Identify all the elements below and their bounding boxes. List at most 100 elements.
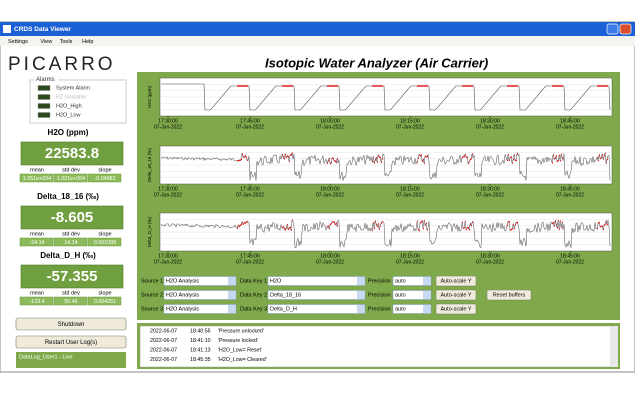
dropdown[interactable] — [267, 290, 366, 300]
dropdown[interactable] — [163, 290, 237, 300]
trace — [161, 83, 611, 111]
app-icon — [3, 25, 11, 33]
button-label: Reset buffers — [493, 292, 526, 298]
alarms-title-bg — [34, 76, 58, 83]
dropdown[interactable] — [267, 304, 366, 314]
event-message: 'H2O_Low= Reset' — [218, 347, 262, 353]
dropdown-arrow[interactable] — [423, 291, 431, 299]
dropdown[interactable] — [392, 276, 432, 286]
x-tick-time: 18:45:00 — [560, 253, 580, 259]
dropdown[interactable] — [163, 304, 237, 314]
event-date: 2022-06-07 — [150, 347, 177, 353]
dropdown-value: H2O Analysis — [166, 306, 199, 312]
x-tick-date: 07-Jun-2022 — [154, 192, 182, 198]
alarms-box — [29, 79, 127, 124]
maximize-button[interactable] — [606, 23, 619, 35]
dropdown[interactable] — [267, 276, 366, 286]
readout-value-box — [20, 205, 124, 230]
x-tick-date: 07-Jun-2022 — [316, 192, 344, 198]
button[interactable] — [486, 289, 532, 301]
x-tick-time: 17:45:00 — [240, 186, 260, 192]
dropdown-arrow[interactable] — [423, 277, 431, 285]
dropdown-value: Delta_18_16 — [270, 292, 301, 298]
x-tick-date: 07-Jun-2022 — [476, 124, 504, 130]
button[interactable] — [15, 317, 127, 331]
menu-item: Help — [82, 39, 93, 45]
x-tick-time: 18:00:00 — [320, 253, 340, 259]
dropdown[interactable] — [163, 276, 237, 286]
y-axis-label: H2O (ppm) — [147, 85, 152, 108]
stat-name: std dev — [62, 231, 80, 237]
button[interactable] — [15, 335, 127, 349]
stat-name: slope — [98, 290, 111, 296]
readout-label: Delta_D_H (‰) — [40, 251, 96, 260]
dropdown-value: H2O Analysis — [166, 292, 199, 298]
x-tick-time: 18:45:00 — [560, 118, 580, 124]
stat-box — [19, 173, 54, 183]
dropdown[interactable] — [392, 304, 432, 314]
button[interactable] — [435, 275, 477, 287]
dropdown-value: auto — [395, 306, 406, 312]
button-label: Shutdown — [58, 322, 85, 328]
trace-highlight — [237, 152, 608, 165]
control-label: Data Key 1 — [240, 278, 267, 284]
event-message: 'Pressure locked' — [218, 338, 258, 344]
trace — [160, 152, 611, 181]
alarm-led — [37, 85, 51, 91]
event-time: 18:41:10 — [190, 338, 211, 344]
stat-name: std dev — [62, 290, 80, 296]
x-tick-time: 18:30:00 — [480, 118, 500, 124]
button-label: Restart User Log(s) — [45, 340, 97, 346]
alarm-label: H2O_Low — [56, 112, 80, 118]
dropdown-value: H2O — [270, 278, 282, 284]
x-tick-time: 18:45:00 — [560, 186, 580, 192]
event-time: 18:41:13 — [190, 347, 211, 353]
log-status: DataLog_User1 - Live — [19, 354, 73, 360]
dropdown-arrow[interactable] — [357, 291, 365, 299]
stat-box — [53, 296, 88, 306]
close-button[interactable] — [619, 23, 632, 35]
x-tick-date: 07-Jun-2022 — [236, 259, 264, 265]
stat-name: mean — [30, 231, 44, 237]
dropdown-arrow[interactable] — [228, 291, 236, 299]
dropdown[interactable] — [392, 290, 432, 300]
x-tick-time: 18:15:00 — [400, 118, 420, 124]
x-tick-time: 18:30:00 — [480, 253, 500, 259]
event-date: 2022-06-07 — [150, 328, 177, 334]
event-date: 2022-06-07 — [150, 357, 177, 363]
dropdown-arrow[interactable] — [357, 277, 365, 285]
stat-name: slope — [98, 231, 111, 237]
stat-value: -123.4 — [29, 299, 44, 305]
x-tick-date: 07-Jun-2022 — [476, 259, 504, 265]
x-tick-time: 17:30:00 — [158, 186, 178, 192]
x-tick-date: 07-Jun-2022 — [556, 192, 584, 198]
stat-value: 1.021e+004 — [57, 176, 85, 182]
x-tick-date: 07-Jun-2022 — [556, 259, 584, 265]
button[interactable] — [435, 303, 477, 315]
event-log — [139, 325, 612, 368]
window-title: CRDS Data Viewer — [14, 26, 71, 33]
x-tick-time: 17:45:00 — [240, 253, 260, 259]
dropdown-arrow[interactable] — [228, 305, 236, 313]
dropdown-arrow[interactable] — [357, 305, 365, 313]
log-scrollbar[interactable] — [611, 326, 618, 367]
button[interactable] — [435, 289, 477, 301]
x-tick-date: 07-Jun-2022 — [556, 124, 584, 130]
stat-value: 0.004261 — [94, 299, 116, 305]
x-tick-date: 07-Jun-2022 — [154, 259, 182, 265]
x-tick-time: 17:30:00 — [158, 253, 178, 259]
control-label: Data Key 3 — [240, 306, 267, 312]
dropdown-arrow[interactable] — [228, 277, 236, 285]
dropdown-arrow[interactable] — [423, 305, 431, 313]
dropdown-value: H2O Analysis — [166, 278, 199, 284]
x-tick-date: 07-Jun-2022 — [316, 259, 344, 265]
stat-box — [87, 296, 122, 306]
alarm-label: H2O_High — [56, 103, 82, 109]
menu-item: Tools — [60, 39, 73, 45]
alarm-label: PZ Unstable — [56, 94, 86, 100]
x-tick-time: 18:15:00 — [400, 253, 420, 259]
stat-name: mean — [30, 167, 44, 173]
event-message: 'H2O_Low= Cleared' — [218, 357, 267, 363]
stat-value: -24.14 — [29, 240, 44, 246]
readout-value-box — [20, 141, 124, 166]
